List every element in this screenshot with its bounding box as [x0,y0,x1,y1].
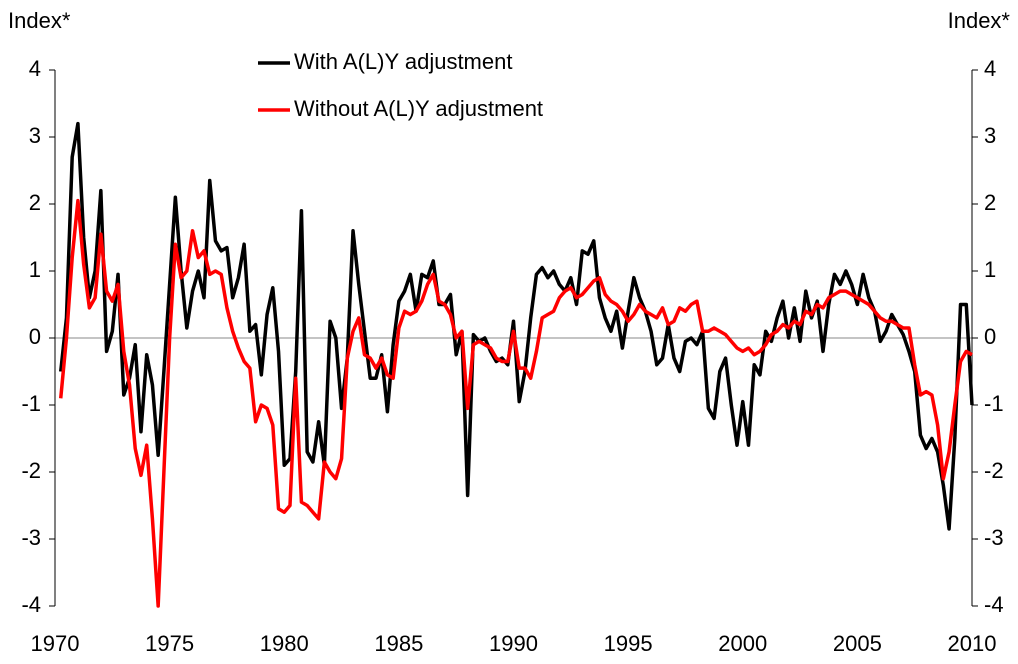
x-tick-label: 1990 [489,631,538,656]
y-tick-label: 0 [29,324,41,349]
y-tick-label: -3 [21,525,41,550]
y-tick-label: 4 [29,56,41,81]
y2-tick-label: -4 [984,592,1004,617]
x-tick-label: 2000 [718,631,767,656]
y-tick-label: 3 [29,123,41,148]
y2-tick-label: -2 [984,458,1004,483]
y2-tick-label: -3 [984,525,1004,550]
y2-tick-label: 2 [984,190,996,215]
x-tick-label: 1995 [604,631,653,656]
y2-tick-label: 0 [984,324,996,349]
x-tick-label: 2010 [948,631,997,656]
x-tick-label: 2005 [833,631,882,656]
y-tick-label: -2 [21,458,41,483]
data-line [58,121,974,531]
data-line [58,198,973,608]
legend-label: Without A(L)Y adjustment [294,96,543,121]
y2-tick-label: -1 [984,391,1004,416]
x-tick-label: 1985 [374,631,423,656]
y2-tick-label: 4 [984,56,996,81]
y-tick-label: 1 [29,257,41,282]
y2-axis-label: Index* [948,8,1011,33]
y-tick-label: 2 [29,190,41,215]
y2-tick-label: 1 [984,257,996,282]
y-axis-label: Index* [8,8,71,33]
x-tick-label: 1970 [31,631,80,656]
y-tick-label: -4 [21,592,41,617]
y2-tick-label: 3 [984,123,996,148]
x-tick-label: 1980 [260,631,309,656]
y-tick-label: -1 [21,391,41,416]
legend-label: With A(L)Y adjustment [294,49,512,74]
x-tick-label: 1975 [145,631,194,656]
